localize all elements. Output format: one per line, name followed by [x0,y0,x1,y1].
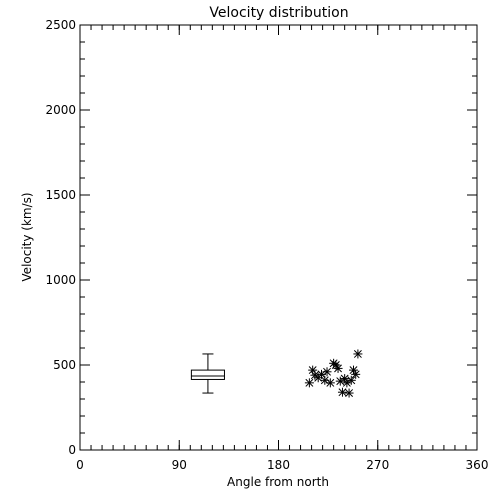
data-point [346,375,356,385]
scatter-points [304,349,363,398]
asterisk-stroke [340,374,349,383]
x-tick-label: 90 [172,458,187,472]
data-point [333,363,343,373]
asterisk-stroke [347,376,356,385]
y-tick-label: 1500 [45,188,76,202]
data-point [351,369,361,379]
x-tick-label: 180 [267,458,290,472]
asterisk-stroke [320,376,329,385]
y-tick-label: 1000 [45,273,76,287]
asterisk-stroke [338,388,347,397]
x-tick-label: 270 [366,458,389,472]
axis-ticks [79,24,478,451]
boxplot-box [190,369,225,380]
axis-tick-labels: 0 90 180 270 360 0 500 1000 1500 2000 2500 [45,18,488,472]
asterisk-stroke [323,367,331,376]
asterisk-stroke [331,361,340,369]
y-tick-label: 2500 [45,18,76,32]
asterisk-stroke [345,389,354,398]
y-tick-label: 0 [68,443,76,457]
chart-title: Velocity distribution [209,5,348,21]
data-point [304,378,314,388]
boxplot [190,353,225,394]
plot-frame [79,24,478,451]
asterisk-stroke [351,370,360,379]
asterisk-stroke [310,371,319,380]
asterisk-stroke [308,366,317,375]
asterisk-stroke [326,378,335,387]
data-point [337,387,347,397]
data-point [353,349,363,359]
y-tick-label: 2000 [45,103,76,117]
asterisk-stroke [349,366,358,375]
y-tick-label: 500 [53,358,76,372]
data-point [325,378,335,388]
asterisk-stroke [305,378,314,387]
asterisk-stroke [334,364,343,373]
x-tick-label: 360 [466,458,489,472]
x-tick-label: 0 [76,458,84,472]
data-point [322,367,332,377]
y-axis-label: Velocity (km/s) [20,192,34,281]
asterisk-stroke [353,349,362,358]
x-axis-label: Angle from north [227,475,329,489]
data-point [344,388,354,398]
